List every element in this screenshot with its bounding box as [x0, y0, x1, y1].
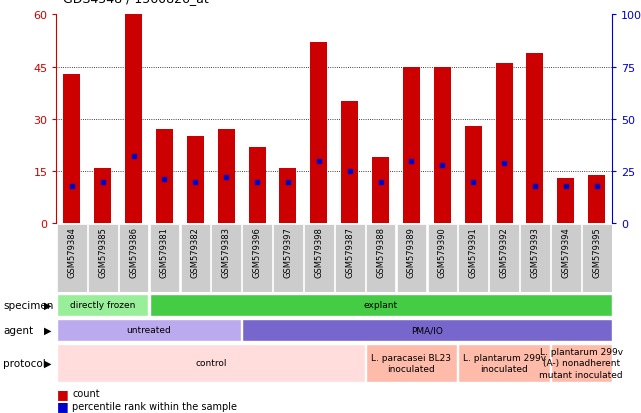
Bar: [341, 102, 358, 224]
Bar: [156, 130, 173, 224]
Bar: [434, 67, 451, 224]
Text: GSM579395: GSM579395: [592, 226, 601, 277]
Text: ■: ■: [56, 387, 68, 400]
Text: specimen: specimen: [3, 300, 54, 310]
Bar: [520, 224, 550, 292]
Text: GSM579383: GSM579383: [222, 226, 231, 277]
Bar: [588, 175, 605, 224]
Bar: [88, 224, 117, 292]
Text: GSM579392: GSM579392: [499, 226, 508, 277]
Text: directly frozen: directly frozen: [70, 301, 135, 310]
Text: protocol: protocol: [3, 358, 46, 368]
Text: ■: ■: [56, 399, 68, 412]
Bar: [465, 126, 481, 224]
Bar: [187, 137, 204, 224]
Text: GSM579386: GSM579386: [129, 226, 138, 277]
Bar: [249, 147, 265, 224]
Text: explant: explant: [363, 301, 397, 310]
Bar: [335, 224, 365, 292]
Text: GSM579381: GSM579381: [160, 226, 169, 277]
Text: GSM579396: GSM579396: [253, 226, 262, 277]
Text: ▶: ▶: [44, 325, 51, 335]
Bar: [181, 224, 210, 292]
Text: ▶: ▶: [44, 358, 51, 368]
Text: L. plantarum 299v
inoculated: L. plantarum 299v inoculated: [463, 353, 545, 373]
Text: GSM579397: GSM579397: [283, 226, 292, 277]
Text: GSM579393: GSM579393: [531, 226, 540, 277]
Bar: [63, 74, 80, 224]
Bar: [582, 224, 612, 292]
Bar: [495, 64, 513, 224]
Text: control: control: [195, 358, 226, 368]
Text: GSM579388: GSM579388: [376, 226, 385, 277]
Bar: [372, 158, 389, 224]
Bar: [149, 294, 612, 316]
Text: GSM579387: GSM579387: [345, 226, 354, 277]
Bar: [94, 168, 111, 224]
Bar: [119, 224, 149, 292]
Bar: [558, 179, 574, 224]
Bar: [304, 224, 334, 292]
Text: GSM579382: GSM579382: [191, 226, 200, 277]
Bar: [366, 224, 395, 292]
Bar: [489, 224, 519, 292]
Bar: [125, 15, 142, 224]
Text: GDS4548 / 1560826_at: GDS4548 / 1560826_at: [63, 0, 208, 5]
Bar: [57, 294, 149, 316]
Bar: [218, 130, 235, 224]
Bar: [242, 319, 612, 341]
Bar: [310, 43, 328, 224]
Text: GSM579384: GSM579384: [67, 226, 76, 277]
Text: GSM579390: GSM579390: [438, 226, 447, 277]
Text: GSM579398: GSM579398: [314, 226, 323, 277]
Bar: [551, 224, 581, 292]
Text: untreated: untreated: [127, 325, 171, 335]
Bar: [458, 224, 488, 292]
Bar: [403, 67, 420, 224]
Bar: [273, 224, 303, 292]
Text: PMA/IO: PMA/IO: [411, 325, 443, 335]
Bar: [397, 224, 426, 292]
Text: GSM579385: GSM579385: [98, 226, 107, 277]
Text: GSM579391: GSM579391: [469, 226, 478, 277]
Text: GSM579394: GSM579394: [562, 226, 570, 277]
Text: GSM579389: GSM579389: [407, 226, 416, 277]
Bar: [57, 224, 87, 292]
Text: percentile rank within the sample: percentile rank within the sample: [72, 401, 237, 411]
Bar: [57, 344, 365, 382]
Bar: [212, 224, 241, 292]
Bar: [366, 344, 457, 382]
Bar: [458, 344, 550, 382]
Text: count: count: [72, 389, 100, 399]
Text: ▶: ▶: [44, 300, 51, 310]
Bar: [551, 344, 612, 382]
Text: L. plantarum 299v
(A-) nonadherent
mutant inoculated: L. plantarum 299v (A-) nonadherent mutan…: [540, 347, 623, 379]
Text: L. paracasei BL23
inoculated: L. paracasei BL23 inoculated: [372, 353, 451, 373]
Bar: [428, 224, 457, 292]
Bar: [242, 224, 272, 292]
Bar: [149, 224, 179, 292]
Bar: [57, 319, 241, 341]
Bar: [279, 168, 296, 224]
Bar: [526, 54, 544, 224]
Text: agent: agent: [3, 325, 33, 335]
